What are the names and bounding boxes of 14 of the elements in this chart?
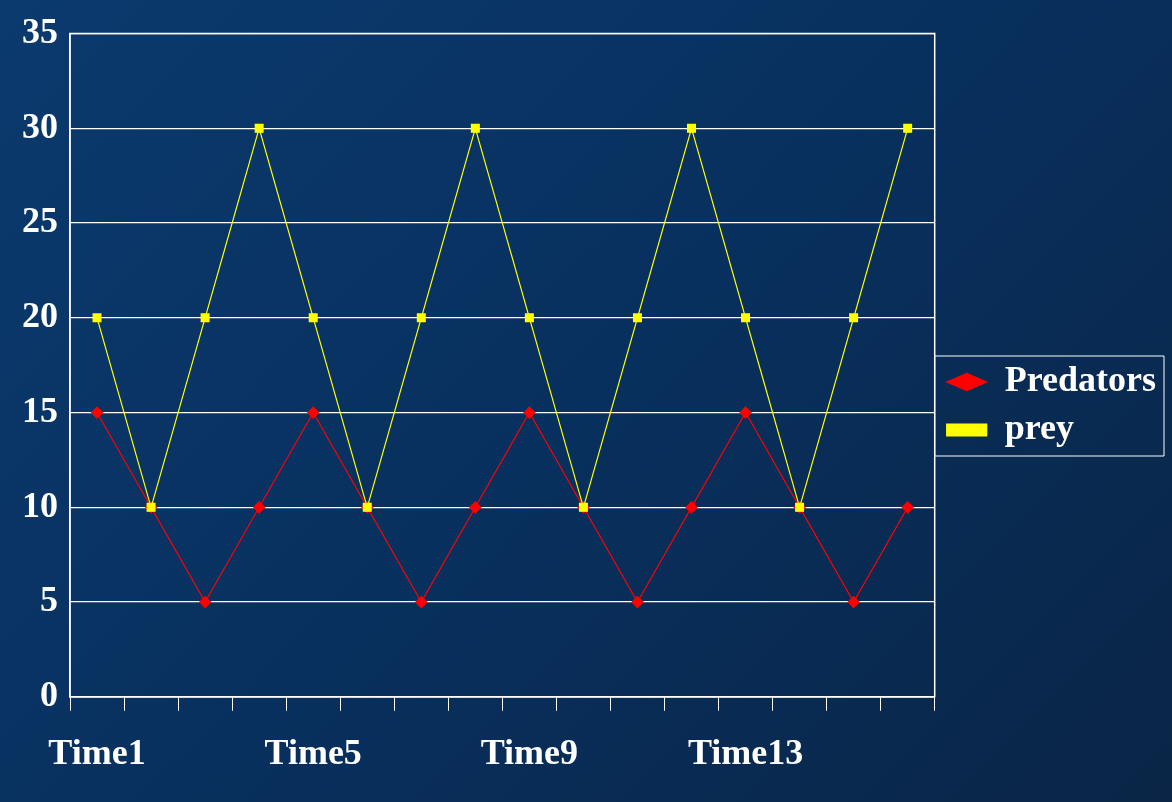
y-tick-label: 0 bbox=[40, 674, 58, 715]
y-tick-label: 30 bbox=[22, 105, 58, 146]
y-tick-label: 25 bbox=[22, 200, 58, 241]
y-tick-label: 20 bbox=[22, 295, 58, 336]
y-tick-label: 15 bbox=[22, 389, 58, 430]
x-tick-label: Time1 bbox=[48, 731, 146, 772]
x-tick-label: Time9 bbox=[480, 731, 579, 772]
y-tick-label: 5 bbox=[40, 579, 58, 620]
y-tick-label: 35 bbox=[22, 10, 58, 51]
y-tick-label: 10 bbox=[22, 484, 58, 525]
x-tick-label: Time5 bbox=[264, 731, 362, 772]
legend-label: Predators bbox=[1004, 359, 1156, 400]
legend-label: prey bbox=[1004, 407, 1075, 448]
x-tick-label: Time13 bbox=[687, 731, 804, 772]
